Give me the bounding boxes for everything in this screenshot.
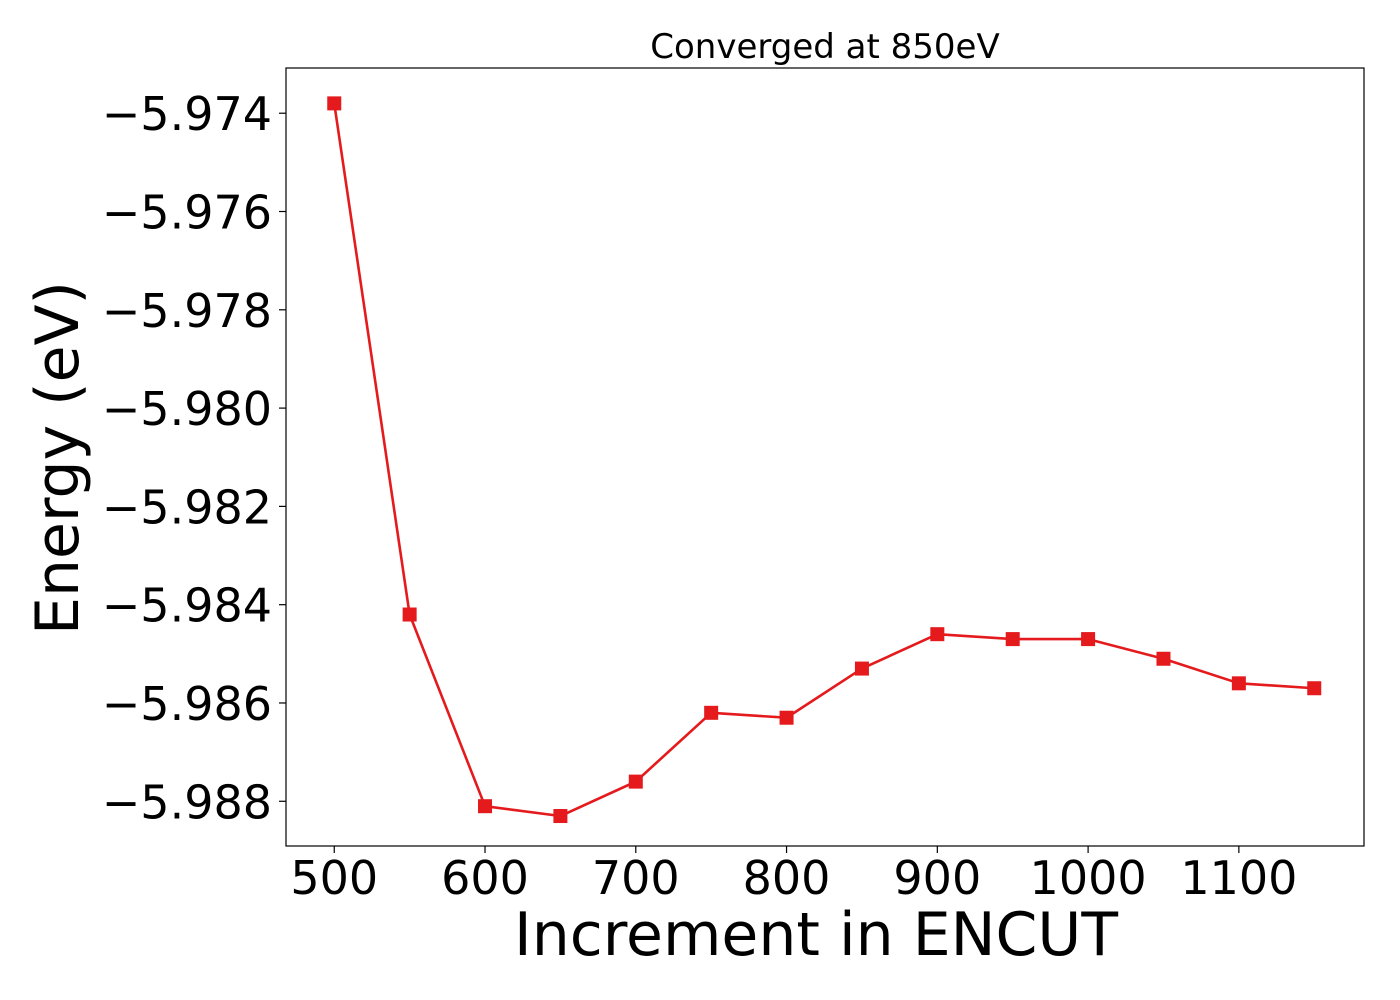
data-point-marker — [779, 710, 794, 725]
x-tick-label: 600 — [441, 851, 529, 905]
y-tick-label: −5.986 — [102, 677, 272, 731]
x-tick-label: 700 — [592, 851, 680, 905]
chart-title: Converged at 850eV — [650, 27, 999, 67]
series-group — [327, 96, 1322, 824]
data-point-marker — [1307, 681, 1322, 696]
y-tick-label: −5.980 — [102, 382, 272, 436]
data-point-marker — [1231, 676, 1246, 691]
y-tick-label: −5.982 — [102, 480, 272, 534]
series-line — [332, 103, 1315, 818]
data-point-marker — [704, 705, 719, 720]
y-axis-label: Energy (eV) — [23, 281, 93, 635]
data-point-marker — [1156, 651, 1171, 666]
x-axis-label: Increment in ENCUT — [514, 900, 1118, 970]
x-tick-label: 800 — [743, 851, 831, 905]
plot-area — [285, 67, 1365, 847]
x-ticks: 500 600 700 800 900 1000 1100 — [290, 846, 1297, 905]
x-tick-label: 1100 — [1180, 851, 1297, 905]
y-tick-label: −5.974 — [102, 87, 272, 141]
y-tick-label: −5.978 — [102, 284, 272, 338]
data-point-marker — [478, 799, 493, 814]
data-point-marker — [854, 661, 869, 676]
data-point-marker — [553, 809, 568, 824]
y-tick-label: −5.984 — [102, 579, 272, 633]
x-tick-label: 500 — [290, 851, 378, 905]
y-tick-label: −5.976 — [102, 186, 272, 240]
y-tick-label: −5.988 — [102, 775, 272, 829]
x-tick-label: 900 — [893, 851, 981, 905]
data-point-marker — [930, 627, 945, 642]
data-point-marker — [1081, 632, 1096, 647]
data-point-marker — [327, 96, 342, 111]
data-point-marker — [628, 774, 643, 789]
data-point-marker — [1005, 632, 1020, 647]
x-tick-label: 1000 — [1030, 851, 1147, 905]
data-point-marker — [402, 607, 417, 622]
y-ticks: −5.974 −5.976 −5.978 −5.980 −5.982 −5.984 −5.9… — [102, 87, 286, 829]
